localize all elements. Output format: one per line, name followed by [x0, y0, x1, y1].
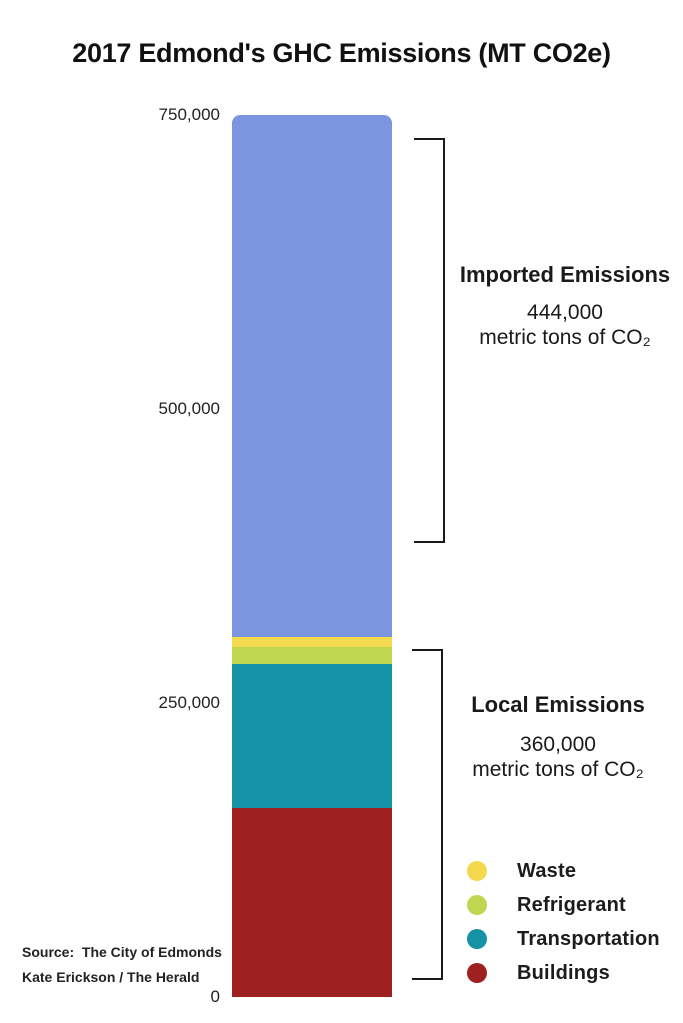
y-tick-label: 500,000: [158, 399, 220, 418]
legend-label: Waste: [517, 859, 577, 882]
bar-segment-imported: [232, 115, 392, 638]
bar-segment-waste: [232, 637, 392, 647]
waste-swatch-icon: [467, 861, 487, 881]
local-bracket-bottom-tick: [412, 978, 443, 980]
local-bracket-top-tick: [412, 649, 443, 651]
local-emissions-value: 360,000: [520, 733, 596, 756]
imported-emissions-value: 444,000: [527, 301, 603, 324]
bar-segment-transportation: [232, 664, 392, 808]
y-tick-label: 0: [210, 987, 220, 1006]
legend-label: Refrigerant: [517, 893, 626, 916]
bar-segment-buildings: [232, 807, 392, 997]
legend-label: Transportation: [517, 927, 660, 950]
local-bracket-line: [441, 649, 443, 980]
buildings-swatch-icon: [467, 963, 487, 983]
legend: Waste Refrigerant Transportation Buildings: [467, 860, 660, 984]
legend-item-refrigerant: Refrigerant: [467, 894, 660, 916]
transportation-swatch-icon: [467, 929, 487, 949]
imported-emissions-unit: metric tons of CO₂: [479, 326, 651, 349]
refrigerant-swatch-icon: [467, 895, 487, 915]
source-attribution: Source: The City of Edmonds Kate Erickso…: [22, 940, 222, 990]
bar-segment-refrigerant: [232, 646, 392, 665]
source-line: Kate Erickson / The Herald: [22, 969, 200, 985]
local-emissions-unit: metric tons of CO₂: [472, 758, 644, 781]
y-tick-label: 750,000: [158, 105, 220, 124]
imported-emissions-annotation: Imported Emissions 444,000 metric tons o…: [440, 262, 683, 350]
imported-emissions-heading: Imported Emissions: [459, 262, 671, 287]
legend-item-buildings: Buildings: [467, 962, 660, 984]
imported-bracket-bottom-tick: [414, 541, 445, 543]
legend-item-transportation: Transportation: [467, 928, 660, 950]
source-line: Source: The City of Edmonds: [22, 944, 222, 960]
local-emissions-annotation: Local Emissions 360,000 metric tons of C…: [433, 692, 683, 782]
imported-bracket-line: [443, 138, 445, 543]
local-emissions-heading: Local Emissions: [471, 692, 645, 717]
y-tick-label: 250,000: [158, 693, 220, 712]
legend-item-waste: Waste: [467, 860, 660, 882]
imported-bracket-top-tick: [414, 138, 445, 140]
legend-label: Buildings: [517, 961, 610, 984]
chart-title: 2017 Edmond's GHC Emissions (MT CO2e): [72, 38, 611, 68]
stacked-bar: [232, 115, 392, 997]
